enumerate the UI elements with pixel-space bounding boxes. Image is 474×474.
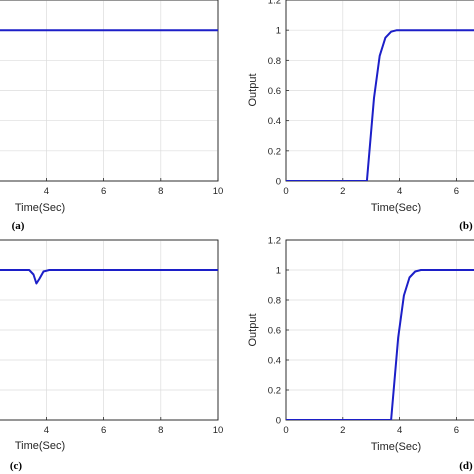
x-axis-label: Time(Sec) <box>15 440 65 452</box>
y-tick-label: 0.2 <box>268 146 281 157</box>
x-tick-label: 8 <box>158 425 163 436</box>
x-axis-label: Time(Sec) <box>371 441 421 453</box>
plot-frame <box>0 239 219 421</box>
series-line <box>286 29 474 181</box>
panel-label: (c) <box>10 460 23 472</box>
panel-label: (b) <box>459 220 473 232</box>
x-tick-label: 10 <box>213 425 224 436</box>
panel-label: (d) <box>459 460 473 472</box>
plot-frame <box>285 0 474 182</box>
x-tick-label: 6 <box>101 425 106 436</box>
y-tick-label: 1 <box>276 266 281 277</box>
x-tick-label: 4 <box>397 186 402 197</box>
y-tick-label: 1 <box>276 26 281 37</box>
series-line <box>286 269 474 420</box>
x-tick-label: 4 <box>44 425 49 436</box>
x-tick-label: 0 <box>283 425 288 436</box>
x-axis-label: Time(Sec) <box>371 202 421 214</box>
x-axis-label: Time(Sec) <box>15 202 65 214</box>
series-line <box>0 269 218 285</box>
chart-panel-a: 4 6 8 10 Time(Sec) (a) <box>0 0 223 232</box>
y-tick-label: 0.8 <box>268 56 281 67</box>
y-axis-label: Output <box>247 313 259 346</box>
x-tick-label: 10 <box>213 186 224 197</box>
x-tick-label: 8 <box>158 186 163 197</box>
x-tick-label: 6 <box>454 186 459 197</box>
y-tick-label: 0.4 <box>268 116 281 127</box>
plot-frame <box>0 0 219 182</box>
y-tick-label: 0.8 <box>268 296 281 307</box>
y-tick-label: 0.4 <box>268 356 281 367</box>
x-tick-label: 2 <box>340 425 345 436</box>
plot-frame <box>285 239 474 421</box>
y-tick-label: 0.6 <box>268 326 281 337</box>
y-tick-label: 0 <box>276 416 281 427</box>
chart-panel-d: 0 2 4 6 0 0.2 0.4 0.6 0.8 1 1.2 Time(Sec) Output (d) <box>247 236 474 472</box>
x-tick-label: 4 <box>397 425 402 436</box>
y-axis-label: Output <box>247 73 259 106</box>
x-tick-label: 6 <box>101 186 106 197</box>
x-tick-label: 4 <box>44 186 49 197</box>
y-tick-label: 0.2 <box>268 386 281 397</box>
y-tick-label: 0.6 <box>268 86 281 97</box>
x-tick-label: 6 <box>454 425 459 436</box>
chart-panel-c: 4 6 8 10 Time(Sec) (c) <box>0 239 224 472</box>
y-tick-label: 1.2 <box>268 236 281 247</box>
y-tick-label: 1.2 <box>268 0 281 7</box>
panel-label: (a) <box>12 220 25 232</box>
x-tick-label: 0 <box>283 186 288 197</box>
x-tick-label: 2 <box>340 186 345 197</box>
y-tick-label: 0 <box>276 177 281 188</box>
chart-panel-b: 0 2 4 6 0 0.2 0.4 0.6 0.8 1 1.2 Time(Sec) Output (b) <box>247 0 474 232</box>
